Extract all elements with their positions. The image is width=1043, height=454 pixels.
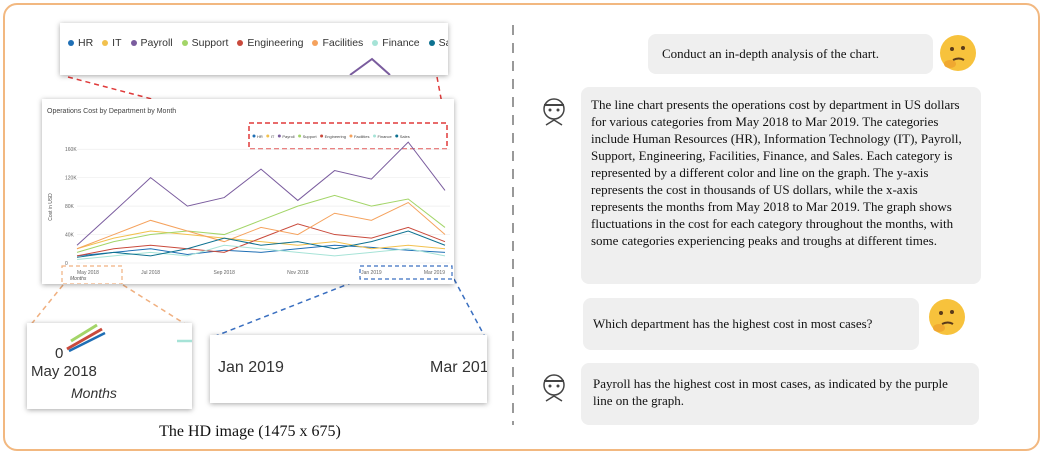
user-message: Which department has the highest cost in… bbox=[583, 298, 919, 350]
x-tick-label: Mar 2019 bbox=[430, 359, 487, 377]
legend-label: Finance bbox=[382, 37, 419, 49]
x-tick-label: Jan 2019 bbox=[361, 270, 382, 276]
legend-label: Sales bbox=[439, 37, 448, 49]
y-tick-label: 0 bbox=[55, 345, 63, 362]
chart-screenshot: Operations Cost by Department by Month C… bbox=[42, 99, 454, 284]
legend-label: Engineering bbox=[247, 37, 303, 49]
legend-label: HR bbox=[257, 134, 263, 139]
series-line bbox=[77, 231, 445, 249]
legend-marker bbox=[237, 40, 243, 46]
legend-item: HR bbox=[68, 37, 93, 49]
assistant-message: Payroll has the highest cost in most cas… bbox=[581, 363, 979, 425]
legend: HR IT Payroll Support Engineering Facilities F… bbox=[68, 37, 448, 49]
legend-item: Facilities bbox=[312, 37, 363, 49]
legend-marker bbox=[429, 40, 435, 46]
legend-label: Support bbox=[192, 37, 229, 49]
legend-item: IT bbox=[102, 37, 121, 49]
x-tick-label: Nov 2018 bbox=[287, 270, 309, 276]
series-line bbox=[77, 195, 445, 252]
y-tick-label: 160K bbox=[65, 147, 77, 153]
legend-item: Finance bbox=[372, 37, 419, 49]
legend-label: Payroll bbox=[141, 37, 173, 49]
legend-label: Sales bbox=[400, 134, 410, 139]
legend-marker bbox=[182, 40, 188, 46]
legend-label: Payroll bbox=[282, 134, 294, 139]
legend-marker bbox=[266, 135, 269, 138]
user-message: Conduct an in-depth analysis of the char… bbox=[648, 34, 933, 74]
x-tick-label: Jan 2019 bbox=[218, 359, 284, 377]
legend-label: Engineering bbox=[325, 134, 346, 139]
legend-marker bbox=[131, 40, 137, 46]
legend-label: Support bbox=[303, 134, 318, 139]
line-detail bbox=[60, 51, 448, 75]
y-axis-label: Cost in USD bbox=[48, 193, 54, 221]
assistant-avatar bbox=[538, 371, 570, 403]
legend-marker bbox=[372, 40, 378, 46]
axis-zoom: Jan 2019 Mar 2019 bbox=[210, 335, 487, 403]
legend-label: IT bbox=[271, 134, 275, 139]
x-tick-label: Jul 2018 bbox=[141, 270, 160, 276]
legend-marker bbox=[320, 135, 323, 138]
user-avatar bbox=[938, 33, 978, 73]
caption: The HD image (1475 x 675) bbox=[5, 423, 495, 441]
legend-marker bbox=[312, 40, 318, 46]
x-tick-label: May 2018 bbox=[77, 270, 99, 276]
legend-label: IT bbox=[112, 37, 121, 49]
legend-item: Engineering bbox=[237, 37, 303, 49]
assistant-message: The line chart presents the operations c… bbox=[581, 87, 981, 284]
line-detail bbox=[27, 323, 192, 353]
series-line bbox=[77, 142, 445, 245]
y-tick-label: 80K bbox=[65, 204, 75, 210]
legend-marker bbox=[278, 135, 281, 138]
y-tick-label: 40K bbox=[65, 233, 75, 239]
legend-label: Facilities bbox=[354, 134, 370, 139]
chart-title: Operations Cost by Department by Month bbox=[47, 108, 176, 115]
x-tick-label: May 2018 bbox=[31, 363, 97, 380]
legend-marker bbox=[349, 135, 352, 138]
x-tick-label: Sep 2018 bbox=[213, 270, 235, 276]
legend-marker bbox=[68, 40, 74, 46]
y-tick-label: 120K bbox=[65, 176, 77, 182]
legend-marker bbox=[298, 135, 301, 138]
legend-item: Support bbox=[182, 37, 229, 49]
axis-zoom: 0 May 2018 Months bbox=[27, 323, 192, 409]
series-line bbox=[77, 224, 445, 256]
legend-label: HR bbox=[78, 37, 93, 49]
chart: Operations Cost by Department by Month C… bbox=[42, 99, 454, 284]
x-axis-label: Months bbox=[71, 385, 117, 401]
legend-item: Sales bbox=[429, 37, 448, 49]
legend-item: Payroll bbox=[131, 37, 173, 49]
legend-marker bbox=[373, 135, 376, 138]
x-tick-label: Mar 2019 bbox=[424, 270, 445, 276]
legend-label: Facilities bbox=[322, 37, 363, 49]
legend-marker bbox=[395, 135, 398, 138]
y-tick-label: 0 bbox=[65, 261, 68, 267]
legend-marker bbox=[253, 135, 256, 138]
legend-label: Finance bbox=[378, 134, 393, 139]
legend-marker bbox=[102, 40, 108, 46]
assistant-avatar bbox=[538, 95, 570, 127]
user-avatar bbox=[927, 297, 967, 337]
figure: HR IT Payroll Support Engineering Facilities F… bbox=[3, 3, 1040, 451]
legend-zoom: HR IT Payroll Support Engineering Facilities F… bbox=[60, 23, 448, 75]
x-axis-label: Months bbox=[70, 276, 87, 282]
